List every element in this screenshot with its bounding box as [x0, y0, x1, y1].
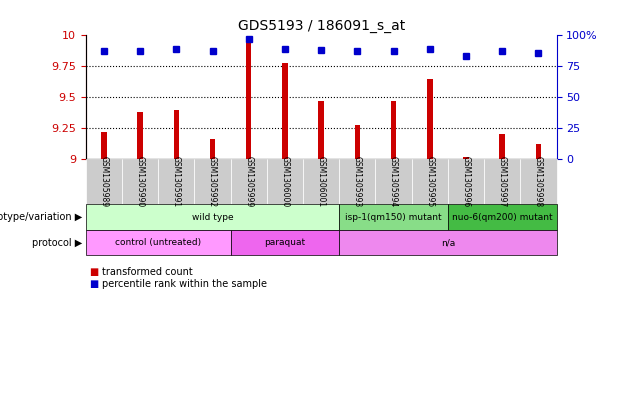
Text: ■: ■ — [89, 267, 99, 277]
Text: GSM1306000: GSM1306000 — [280, 156, 289, 208]
Text: percentile rank within the sample: percentile rank within the sample — [102, 279, 266, 289]
Text: GSM1305992: GSM1305992 — [208, 156, 217, 208]
Bar — [499, 134, 505, 159]
Bar — [463, 157, 469, 159]
Bar — [210, 140, 215, 159]
Bar — [282, 62, 287, 159]
Text: GSM1305991: GSM1305991 — [172, 156, 181, 208]
Text: isp-1(qm150) mutant: isp-1(qm150) mutant — [345, 213, 442, 222]
Text: GSM1305993: GSM1305993 — [353, 156, 362, 208]
Text: GSM1305999: GSM1305999 — [244, 156, 253, 208]
Text: genotype/variation ▶: genotype/variation ▶ — [0, 212, 83, 222]
Bar — [137, 112, 143, 159]
Text: n/a: n/a — [441, 238, 455, 247]
Text: paraquat: paraquat — [265, 238, 305, 247]
Text: control (untreated): control (untreated) — [115, 238, 202, 247]
Bar — [246, 43, 251, 159]
Bar — [319, 101, 324, 159]
Text: nuo-6(qm200) mutant: nuo-6(qm200) mutant — [452, 213, 553, 222]
Text: protocol ▶: protocol ▶ — [32, 238, 83, 248]
Bar — [391, 101, 396, 159]
Text: wild type: wild type — [192, 213, 233, 222]
Text: GSM1305990: GSM1305990 — [135, 156, 144, 208]
Bar — [174, 110, 179, 159]
Bar — [536, 144, 541, 159]
Title: GDS5193 / 186091_s_at: GDS5193 / 186091_s_at — [238, 19, 404, 33]
Text: GSM1306001: GSM1306001 — [317, 156, 326, 208]
Text: GSM1305997: GSM1305997 — [498, 156, 507, 208]
Text: GSM1305994: GSM1305994 — [389, 156, 398, 208]
Text: GSM1305998: GSM1305998 — [534, 156, 543, 208]
Bar — [355, 125, 360, 159]
Text: ■: ■ — [89, 279, 99, 289]
Text: GSM1305996: GSM1305996 — [462, 156, 471, 208]
Bar — [101, 132, 107, 159]
Bar — [427, 79, 432, 159]
Text: GSM1305995: GSM1305995 — [425, 156, 434, 208]
Text: transformed count: transformed count — [102, 267, 193, 277]
Text: GSM1305989: GSM1305989 — [99, 156, 109, 208]
